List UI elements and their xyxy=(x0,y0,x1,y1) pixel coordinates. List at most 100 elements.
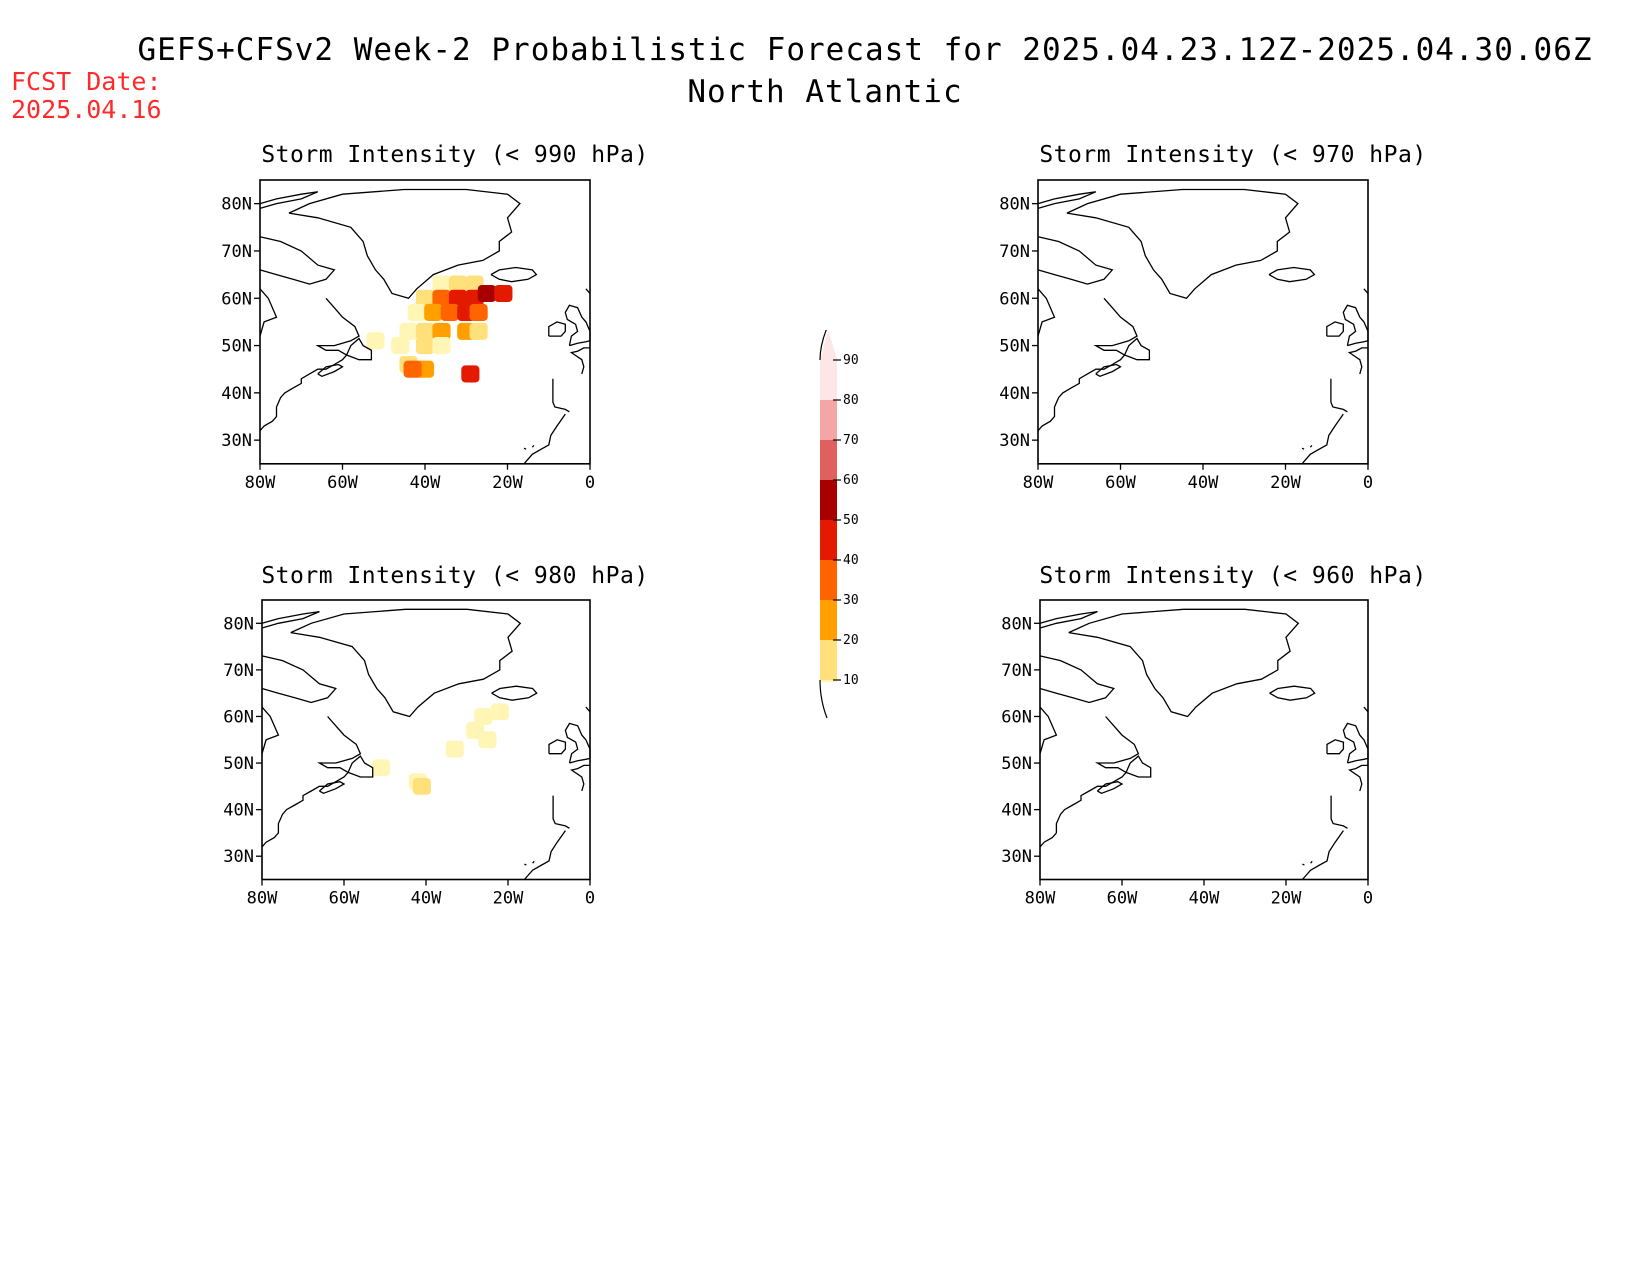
colorbar-segment xyxy=(820,520,837,560)
probability-cell xyxy=(432,337,451,355)
coastline xyxy=(570,764,590,792)
lat-label: 60N xyxy=(1001,707,1032,727)
panel-title-980: Storm Intensity (< 980 hPa) xyxy=(261,563,649,589)
lat-label: 50N xyxy=(221,337,252,357)
coastline xyxy=(1096,781,1124,795)
coastline xyxy=(259,297,360,432)
coastline xyxy=(490,266,538,283)
colorbar-bottom-edge xyxy=(819,679,828,719)
probability-cell xyxy=(391,337,410,355)
coastline xyxy=(523,447,527,450)
probability-cell xyxy=(371,759,390,777)
coastline xyxy=(261,610,320,629)
lat-label: 70N xyxy=(221,242,252,262)
lat-label: 80N xyxy=(223,614,254,634)
lat-label: 50N xyxy=(1001,754,1032,774)
probability-cell xyxy=(461,365,480,383)
map-990: 80N 70N 60N 50N 40N 30N 80W 60W 40W 20W 0 xyxy=(221,179,595,493)
coastline xyxy=(1269,685,1316,701)
coastline xyxy=(1095,363,1122,378)
panel-title-960: Storm Intensity (< 960 hPa) xyxy=(1039,563,1427,589)
coastline xyxy=(1301,830,1344,880)
probability-cell xyxy=(415,322,435,340)
colorbar-label: 40 xyxy=(843,553,859,568)
lat-label: 30N xyxy=(999,431,1030,451)
coastline xyxy=(1037,236,1114,285)
probability-cell xyxy=(448,275,468,293)
lat-label: 30N xyxy=(221,431,252,451)
lon-label: 0 xyxy=(585,473,595,493)
coastline xyxy=(1039,610,1098,629)
coastline xyxy=(1037,191,1097,210)
lat-label: 40N xyxy=(223,801,254,821)
lon-label: 80W xyxy=(1023,473,1054,493)
coastline xyxy=(491,685,538,701)
colorbar-segment xyxy=(820,640,837,680)
coastline xyxy=(347,755,374,778)
probability-cell xyxy=(407,303,426,321)
colorbar-top-cap xyxy=(820,330,837,360)
lat-label: 50N xyxy=(223,754,254,774)
colorbar-label: 10 xyxy=(843,673,859,688)
lat-label: 40N xyxy=(1001,801,1032,821)
lon-label: 80W xyxy=(245,473,276,493)
colorbar-segment xyxy=(820,360,837,400)
colorbar-label: 60 xyxy=(843,473,859,488)
coastline xyxy=(1302,863,1305,866)
probability-cell xyxy=(432,289,451,307)
lon-label: 60W xyxy=(1105,473,1136,493)
coastline xyxy=(532,860,535,864)
coastline xyxy=(548,739,567,755)
lat-label: 70N xyxy=(223,661,254,681)
coastline xyxy=(318,781,346,795)
coastline xyxy=(290,608,522,718)
lat-label: 50N xyxy=(999,337,1030,357)
map-frame xyxy=(259,179,591,465)
coastline xyxy=(552,378,570,413)
coastline xyxy=(1342,304,1369,347)
forecast-date-label: FCST Date: xyxy=(11,67,162,96)
coastline xyxy=(524,863,527,866)
title-line-2: North Atlantic xyxy=(687,74,963,110)
coastline xyxy=(317,363,344,378)
forecast-date: FCST Date: 2025.04.16 xyxy=(11,68,162,124)
probability-cell xyxy=(415,337,435,355)
colorbar-segment xyxy=(820,480,837,520)
probability-cell xyxy=(424,303,443,321)
lon-label: 20W xyxy=(1271,889,1302,909)
coastline xyxy=(1301,447,1305,450)
lon-label: 40W xyxy=(410,473,441,493)
lon-label: 0 xyxy=(1363,473,1373,493)
colorbar-segment xyxy=(820,440,837,480)
lon-label: 40W xyxy=(1189,889,1220,909)
coastline xyxy=(552,795,570,829)
coastline xyxy=(531,444,535,448)
coastline xyxy=(1347,347,1368,375)
colorbar-segment xyxy=(820,400,837,440)
coastline xyxy=(261,655,337,704)
coastline xyxy=(1330,378,1348,413)
coastline xyxy=(1268,266,1316,283)
coastline xyxy=(1342,722,1369,764)
coastline xyxy=(1301,413,1344,465)
colorbar: 10 20 30 40 50 60 70 80 90 xyxy=(819,330,859,719)
lat-label: 30N xyxy=(1001,847,1032,867)
lon-label: 60W xyxy=(1107,889,1138,909)
probability-cell xyxy=(366,332,385,350)
lat-label: 80N xyxy=(221,195,252,215)
colorbar-label: 90 xyxy=(843,353,859,368)
coastline xyxy=(259,236,336,285)
map-frame xyxy=(261,599,591,881)
colorbar-label: 70 xyxy=(843,433,859,448)
colorbar-label: 20 xyxy=(843,633,859,648)
probability-cell xyxy=(432,275,451,293)
main-title: GEFS+CFSv2 Week-2 Probabilistic Forecast… xyxy=(0,32,1650,116)
probability-cell xyxy=(474,708,493,725)
coastline xyxy=(523,830,566,880)
map-frame xyxy=(1037,179,1369,465)
coastline xyxy=(569,347,590,375)
lon-label: 0 xyxy=(1363,889,1373,909)
panel-title-990: Storm Intensity (< 990 hPa) xyxy=(261,142,649,168)
coastline xyxy=(548,321,566,337)
probability-cell xyxy=(469,322,488,340)
